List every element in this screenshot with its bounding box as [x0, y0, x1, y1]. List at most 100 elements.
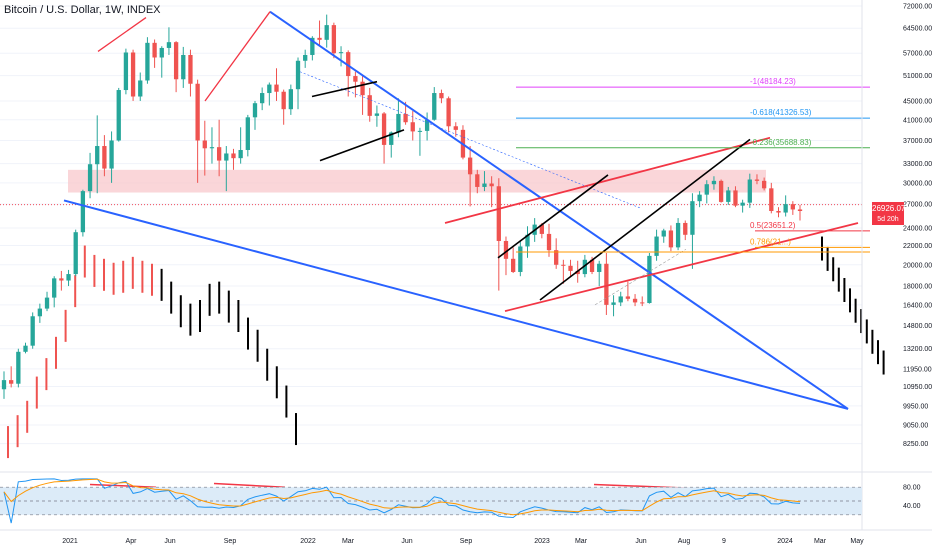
candle-body: [145, 42, 150, 81]
time-tick: Aug: [678, 538, 691, 545]
price-tick: 10950.00: [903, 384, 932, 391]
price-tick: 18000.00: [903, 284, 932, 291]
price-tick: 9950.00: [903, 403, 928, 410]
candle-body: [582, 259, 588, 275]
candle-body: [116, 90, 121, 141]
time-tick: 2021: [62, 538, 78, 545]
candle-body: [575, 270, 580, 275]
price-tick: 37000.00: [903, 138, 932, 145]
candle-body: [288, 89, 293, 110]
candle-body: [518, 246, 523, 272]
time-tick: 2023: [534, 538, 550, 545]
candle-body: [216, 147, 222, 161]
candle-body: [432, 93, 437, 120]
candle-body: [697, 194, 702, 202]
time-tick: Sep: [460, 538, 473, 545]
candle-body: [589, 259, 595, 272]
candle-body: [754, 179, 760, 181]
candle-body: [195, 83, 200, 141]
candle-body: [503, 240, 509, 259]
price-tick: 27000.00: [903, 202, 932, 209]
price-tick: 72000.00: [903, 4, 932, 11]
channel-black-lower: [539, 138, 751, 301]
price-tick: 13200.00: [903, 346, 932, 353]
candle-body: [16, 351, 21, 384]
candle-body: [690, 201, 695, 235]
candle-body: [102, 146, 107, 169]
candle-body: [80, 191, 86, 233]
candle-body: [389, 132, 394, 145]
candle-body: [424, 119, 430, 131]
trend-lines: [63, 10, 859, 489]
price-tick: 9050.00: [903, 422, 928, 429]
time-tick: Mar: [575, 538, 588, 545]
candle-body: [439, 93, 444, 99]
fib-levels: -1(48184.23) -0.618(41326.53) -0.236(35688…: [516, 77, 870, 253]
candle-body: [632, 298, 638, 303]
trend-red: [97, 17, 147, 52]
candle-body: [130, 52, 136, 97]
candle-body: [410, 122, 415, 132]
candle-body: [138, 80, 143, 97]
candle-body: [324, 25, 329, 40]
price-tick: 45000.00: [903, 98, 932, 105]
fib-label: 0.786(21...): [750, 237, 791, 246]
candle-body: [346, 52, 351, 77]
candle-body: [252, 103, 258, 118]
candle-body: [740, 202, 745, 206]
candle-body: [511, 258, 516, 272]
candle-body: [59, 278, 64, 281]
candle-body: [281, 91, 286, 110]
candle-body: [604, 263, 609, 305]
price-tick: 20000.00: [903, 262, 932, 269]
rsi-panel: 80.00 40.00: [0, 471, 932, 524]
candle-body: [30, 316, 35, 346]
candle-body: [417, 130, 423, 132]
candle-body: [152, 42, 157, 58]
candle-body: [554, 250, 559, 265]
rsi-divergence: [213, 482, 286, 488]
candle-body: [525, 234, 530, 247]
candle-body: [790, 204, 795, 210]
candle-body: [704, 184, 709, 195]
candle-body: [9, 380, 14, 384]
time-tick: 2022: [300, 538, 316, 545]
resistance-zone: [68, 169, 766, 193]
candle-body: [23, 345, 28, 352]
price-tick: 22000.00: [903, 243, 932, 250]
candle-body: [403, 113, 408, 123]
channel-red-upper: [444, 136, 771, 224]
time-axis: 2021 Apr Jun Sep 2022 Mar Jun Sep 2023 Mar Jun Aug 9…: [0, 529, 932, 545]
candle-body: [303, 54, 308, 61]
candle-body: [1, 380, 7, 390]
candle-body: [654, 236, 659, 256]
candle-body: [475, 174, 480, 187]
falling-wedge-lower: [63, 199, 849, 410]
candle-body: [661, 230, 666, 237]
candle-body: [353, 76, 358, 82]
fib-label: -0.618(41326.53): [750, 108, 812, 117]
candle-body: [109, 140, 114, 169]
fib-label: -1(48184.23): [750, 77, 796, 86]
candle-body: [467, 157, 473, 175]
candle-body: [683, 222, 688, 235]
candle-body: [675, 222, 681, 248]
dotted-guide: [299, 71, 641, 209]
candle-body: [224, 153, 229, 161]
candle-body: [338, 52, 344, 54]
price-tick: 64500.00: [903, 26, 932, 33]
price-tick: 16400.00: [903, 302, 932, 309]
time-tick: Jun: [401, 538, 412, 545]
candle-body: [209, 147, 215, 149]
candle-body: [396, 113, 401, 133]
price-tick: 57000.00: [903, 51, 932, 58]
chart-title: Bitcoin / U.S. Dollar, 1W, INDEX: [4, 4, 161, 16]
candle-body: [166, 42, 172, 48]
candle-body: [489, 183, 494, 187]
candle-body: [776, 210, 781, 213]
candle-body: [482, 183, 487, 187]
candle-body: [381, 113, 387, 145]
candle-body: [231, 153, 236, 159]
